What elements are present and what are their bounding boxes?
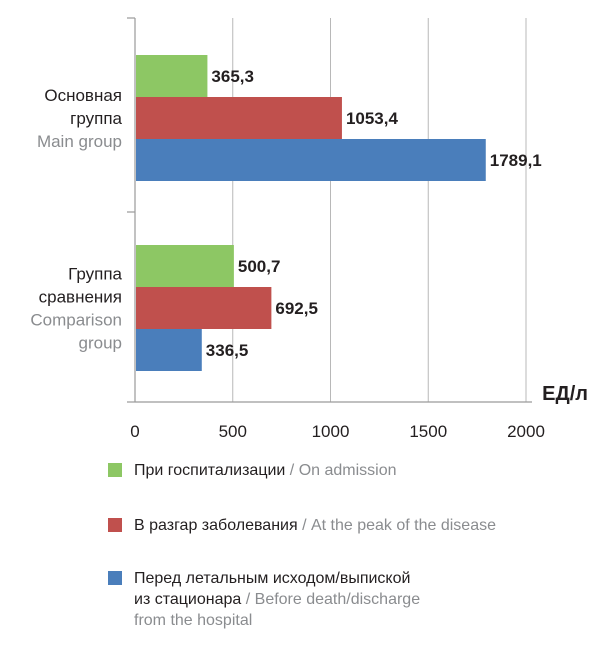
data-label: 336,5 [206, 341, 249, 360]
legend-label-ru: При госпитализации [134, 462, 286, 479]
legend-item-on-admission: При госпитализации / On admission [108, 460, 397, 481]
category-label: группа [70, 109, 122, 128]
bar [136, 245, 234, 287]
bar [136, 55, 208, 97]
data-label: 1053,4 [346, 109, 399, 128]
x-tick-label: 1000 [312, 422, 350, 441]
category-label: Comparison [30, 311, 122, 330]
legend-label-ru: В разгар заболевания [134, 517, 298, 534]
data-label: 1789,1 [490, 151, 542, 170]
legend-label-en: Before death/discharge from the hospital [134, 591, 421, 629]
legend-label-ru: Перед летальным исходом/выпиской из стац… [134, 570, 411, 608]
category-label: Основная [44, 86, 122, 105]
bar [136, 139, 486, 181]
legend-swatch-peak [108, 518, 122, 532]
legend-swatch-on-admission [108, 463, 122, 477]
data-label: 692,5 [275, 299, 318, 318]
bar [136, 97, 342, 139]
data-label: 500,7 [238, 257, 281, 276]
x-tick-label: 0 [130, 422, 139, 441]
legend-item-before-death: Перед летальным исходом/выпиской из стац… [108, 568, 420, 631]
legend-label-en: At the peak of the disease [310, 517, 496, 534]
legend-label-en: On admission [298, 462, 397, 479]
category-label: Группа [68, 265, 122, 284]
x-tick-label: 500 [219, 422, 247, 441]
data-label: 365,3 [211, 67, 254, 86]
x-tick-label: 1500 [409, 422, 447, 441]
bar [136, 287, 272, 329]
x-tick-label: 2000 [507, 422, 545, 441]
legend-swatch-before-death [108, 571, 122, 585]
bar [136, 329, 202, 371]
category-label: group [79, 334, 122, 353]
legend-item-peak: В разгар заболевания / At the peak of th… [108, 515, 496, 536]
category-label: сравнения [39, 288, 122, 307]
x-axis-unit: ЕД/л [542, 383, 588, 405]
category-label: Main group [37, 132, 122, 151]
